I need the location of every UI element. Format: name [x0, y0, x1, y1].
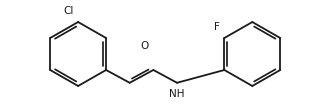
- Text: Cl: Cl: [63, 6, 74, 16]
- Text: F: F: [214, 22, 220, 32]
- Text: O: O: [140, 41, 148, 51]
- Text: NH: NH: [169, 89, 185, 99]
